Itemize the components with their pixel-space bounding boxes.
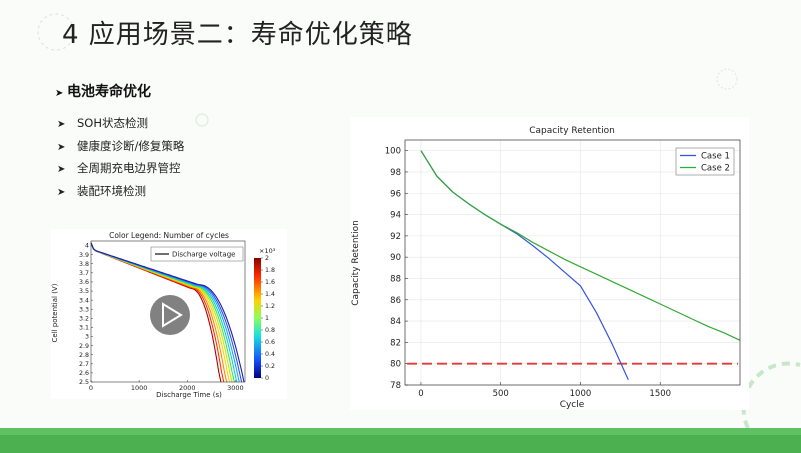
y-tick-label: 82 [390, 338, 401, 348]
capacity-legend-box [675, 147, 735, 176]
arrow-bullet-icon: ➤ [57, 141, 66, 153]
y-tick-label: 86 [390, 296, 401, 306]
y-tick-label: 78 [390, 381, 401, 391]
y-tick-label: 3 [85, 334, 89, 341]
colorbar-tick-label: 1 [265, 315, 269, 322]
y-tick-label: 3.7 [79, 270, 89, 277]
y-tick-label: 2.6 [79, 370, 89, 377]
play-icon[interactable] [162, 302, 183, 328]
bullet-text: 装配环境检测 [77, 183, 146, 198]
bullet-item: ➤ SOH状态检测 [57, 112, 184, 135]
colorbar [254, 258, 261, 378]
arrow-bullet-icon: ➤ [57, 164, 66, 175]
discharge-legend-label: Discharge voltage [172, 251, 235, 259]
colorbar-tick-label: 0.6 [265, 339, 275, 346]
colorbar-tick-label: 1.8 [265, 267, 275, 274]
discharge-plot-frame [90, 240, 246, 383]
bullet-list: ➤ SOH状态检测 ➤ 健康度诊断/修复策略 ➤ 全周期充电边界管控 ➤ 装配环境检测 [57, 112, 184, 202]
y-tick-label: 3.3 [79, 306, 89, 313]
section-heading-text: 电池寿命优化 [67, 84, 151, 100]
y-tick-label: 2.8 [79, 352, 89, 359]
y-tick-label: 80 [390, 360, 401, 370]
y-tick-label: 3.8 [79, 261, 89, 268]
play-button-circle[interactable] [150, 295, 190, 335]
arrow-bullet-icon: ➤ [57, 186, 66, 198]
capacity-chart-ylabel: Capacity Retention [351, 220, 361, 306]
bullet-text: 健康度诊断/修复策略 [77, 138, 185, 153]
legend-label-case-2: Case 2 [701, 164, 730, 174]
footer-bar [0, 428, 801, 453]
y-tick-label: 4 [85, 243, 89, 250]
capacity-chart-title: Capacity Retention [529, 126, 615, 136]
x-tick-label: 0 [89, 384, 93, 392]
discharge-chart-title: Color Legend: Number of cycles [109, 231, 229, 240]
x-tick-label: 2000 [179, 384, 196, 392]
x-tick-label: 500 [493, 389, 509, 399]
discharge-chart: Color Legend: Number of cycles Cell pote… [51, 231, 276, 399]
colorbar-tick-label: 1.4 [265, 291, 275, 298]
y-tick-label: 84 [390, 317, 401, 327]
capacity-chart-panel: Capacity Retention Capacity Retention Cy… [350, 117, 749, 410]
colorbar-tick-label: 2 [265, 255, 269, 262]
colorbar-tick-label: 1.6 [265, 279, 275, 286]
y-tick-label: 3.9 [79, 252, 89, 259]
colorbar-tick-label: 0.8 [265, 327, 275, 334]
play-overlay[interactable] [150, 295, 190, 335]
colorbar-tick-label: 0.4 [265, 351, 275, 358]
discharge-chart-panel: Color Legend: Number of cycles Cell pote… [51, 229, 287, 399]
footer-bar-highlight [0, 428, 801, 435]
slide-title: 4 应用场景二：寿命优化策略 [62, 20, 413, 50]
colorbar-tick-label: 1.2 [265, 303, 275, 310]
y-tick-label: 3.1 [79, 325, 89, 332]
y-tick-label: 98 [390, 168, 401, 178]
y-tick-label: 94 [390, 211, 401, 221]
y-tick-label: 3.2 [79, 316, 89, 323]
arrow-bullet-icon: ➤ [57, 119, 66, 130]
section-heading: ➤ 电池寿命优化 [55, 81, 151, 101]
capacity-chart-xlabel: Cycle [560, 400, 585, 410]
y-tick-label: 96 [390, 189, 401, 199]
y-tick-label: 2.9 [79, 343, 89, 350]
colorbar-tick-label: 0 [265, 375, 269, 382]
legend-label-case-1: Case 1 [701, 152, 730, 162]
capacity-chart: Capacity Retention Capacity Retention Cy… [351, 126, 741, 410]
series-line-case-2 [420, 150, 741, 341]
colorbar-tick-label: 0.2 [265, 363, 275, 370]
arrow-bullet-icon: ➤ [55, 88, 64, 99]
series-line-case-1 [420, 150, 629, 380]
bullet-text: 全周期充电边界管控 [77, 161, 181, 175]
discharge-legend-box [150, 246, 244, 262]
y-tick-label: 3.4 [79, 297, 89, 304]
y-tick-label: 90 [390, 253, 401, 263]
bullet-item: ➤ 全周期充电边界管控 [57, 157, 184, 180]
y-tick-label: 3.6 [79, 279, 89, 286]
y-tick-label: 2.7 [79, 361, 89, 368]
x-tick-label: 3000 [227, 384, 244, 392]
x-tick-label: 1000 [570, 389, 592, 399]
x-tick-label: 1000 [131, 384, 148, 392]
discharge-chart-ylabel: Cell potential (V) [51, 283, 59, 342]
discharge-curve [90, 242, 245, 383]
x-tick-label: 0 [418, 389, 423, 399]
bullet-item: ➤ 装配环境检测 [57, 180, 184, 203]
y-tick-label: 100 [385, 147, 401, 157]
x-tick-label: 1500 [649, 389, 671, 399]
colorbar-unit: ×10³ [259, 247, 276, 255]
discharge-chart-xlabel: Discharge Time (s) [156, 391, 222, 399]
bullet-text: SOH状态检测 [77, 116, 148, 130]
y-tick-label: 92 [390, 232, 401, 242]
capacity-plot-frame [404, 139, 741, 386]
y-tick-label: 88 [390, 274, 401, 284]
y-tick-label: 3.5 [79, 288, 89, 295]
bullet-item: ➤ 健康度诊断/修复策略 [57, 135, 184, 158]
y-tick-label: 2.5 [79, 379, 89, 386]
